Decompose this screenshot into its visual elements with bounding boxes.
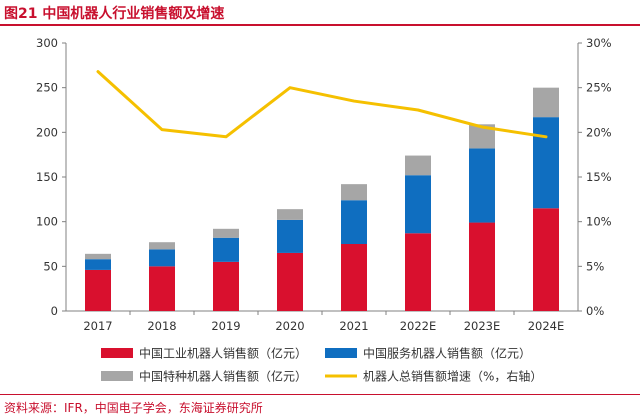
right-tick-label: 15% — [586, 170, 612, 184]
bar-segment-series-1 — [149, 266, 175, 311]
chart-canvas: 0 50 100 150 200 250 300 0% 5% 10% 15% 20% 25% 30% 201… — [36, 36, 612, 384]
legend-swatch — [101, 371, 133, 381]
growth-rate-point — [480, 125, 484, 129]
bar-segment-series-1 — [341, 244, 367, 311]
right-tick-label: 30% — [586, 36, 612, 50]
left-tick-label: 300 — [36, 36, 58, 50]
x-tick-label: 2022E — [400, 319, 437, 333]
right-tick-label: 5% — [586, 259, 604, 273]
x-tick-label: 2020 — [275, 319, 304, 333]
x-tick-label: 2024E — [528, 319, 565, 333]
bar-segment-series-1 — [533, 208, 559, 311]
left-tick-label: 100 — [36, 215, 58, 229]
left-tick-label: 50 — [43, 259, 58, 273]
legend-label: 中国服务机器人销售额（亿元） — [363, 346, 531, 361]
growth-rate-point — [96, 70, 100, 73]
x-tick-label: 2019 — [211, 319, 240, 333]
growth-rate-point — [160, 128, 164, 131]
bar-segment-series-3 — [405, 155, 431, 176]
x-tick-label: 2018 — [147, 319, 176, 333]
figure-title: 图21 中国机器人行业销售额及增速 — [4, 6, 225, 22]
bar-segment-series-2 — [341, 200, 367, 244]
bar-segment-series-3 — [149, 242, 175, 250]
left-tick-label: 200 — [36, 125, 58, 139]
x-tick-label: 2017 — [83, 319, 112, 333]
right-tick-label: 20% — [586, 125, 612, 139]
bar-segment-series-2 — [469, 148, 495, 223]
left-tick-label: 250 — [36, 81, 58, 95]
bar-segment-series-3 — [277, 209, 303, 220]
bar-segment-series-1 — [213, 261, 239, 311]
bar-segment-series-3 — [85, 253, 111, 260]
title-rule — [0, 24, 640, 26]
growth-rate-point — [288, 86, 292, 89]
growth-rate-line — [96, 70, 548, 139]
bar-segment-series-2 — [533, 117, 559, 209]
bar-segment-series-1 — [85, 269, 111, 311]
legend-swatch — [325, 348, 357, 358]
legend-label: 中国工业机器人销售额（亿元） — [139, 346, 307, 361]
legend-label: 机器人总销售额增速（%，右轴） — [363, 369, 542, 384]
bar-segment-series-2 — [85, 259, 111, 270]
growth-rate-point — [352, 99, 356, 103]
bar-segment-series-2 — [277, 219, 303, 253]
bar-segment-series-3 — [533, 87, 559, 118]
legend-swatch — [101, 348, 133, 358]
growth-rate-point — [416, 108, 420, 112]
bar-segment-series-1 — [277, 252, 303, 311]
source-rule — [0, 394, 640, 395]
x-tick-label: 2021 — [339, 319, 368, 333]
x-tick-label: 2023E — [464, 319, 501, 333]
right-tick-label: 10% — [586, 215, 612, 229]
bar-segment-series-3 — [341, 184, 367, 201]
right-tick-label: 0% — [586, 304, 604, 318]
bar-segment-series-3 — [213, 228, 239, 238]
growth-rate-point — [544, 135, 548, 138]
legend-label: 中国特种机器人销售额（亿元） — [139, 369, 307, 384]
right-tick-label: 25% — [586, 81, 612, 95]
bar-segment-series-1 — [469, 222, 495, 311]
bar-segment-series-1 — [405, 233, 431, 311]
source-note: 资料来源：IFR，中国电子学会，东海证券研究所 — [4, 401, 263, 415]
growth-rate-point — [224, 135, 228, 138]
bar-segment-series-2 — [213, 237, 239, 262]
left-tick-label: 0 — [51, 304, 58, 318]
bar-segment-series-2 — [149, 249, 175, 267]
bar-segment-series-2 — [405, 175, 431, 234]
left-tick-label: 150 — [36, 170, 58, 184]
